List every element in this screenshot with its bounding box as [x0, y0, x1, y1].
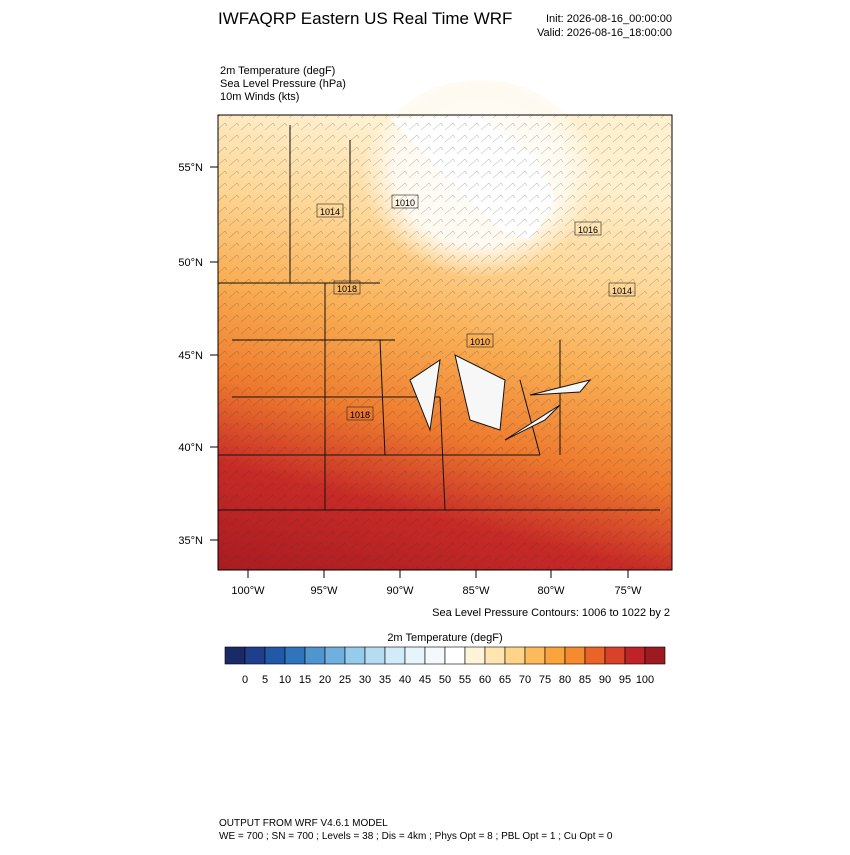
map-frame — [217, 114, 673, 571]
colorbar-label: 65 — [499, 674, 511, 686]
contour-label-box — [333, 280, 361, 295]
lon-label: 80°W — [537, 585, 565, 597]
contour-label: 1018 — [350, 410, 370, 420]
great-lakes — [409, 354, 592, 441]
contour-label-box — [466, 333, 494, 348]
colorbar-label: 20 — [319, 674, 331, 686]
field-label: 2m Temperature (degF) — [220, 65, 335, 77]
colorbar-swatch — [544, 646, 566, 665]
lat-label: 40°N — [178, 442, 203, 454]
contour-label: 1010 — [470, 337, 490, 347]
colorbar-label: 90 — [599, 674, 611, 686]
colorbar-swatch — [604, 646, 626, 665]
colorbar-swatch — [584, 646, 606, 665]
colorbar-label: 70 — [519, 674, 531, 686]
colorbar-label: 5 — [262, 674, 268, 686]
wind-barbs — [218, 115, 672, 570]
lon-label: 85°W — [462, 585, 490, 597]
lon-label: 95°W — [310, 585, 338, 597]
colorbar-label: 95 — [619, 674, 631, 686]
colorbar-label: 100 — [636, 674, 654, 686]
colorbar-label: 10 — [279, 674, 291, 686]
colorbar-swatch — [304, 646, 326, 665]
colorbar-label: 40 — [399, 674, 411, 686]
contour-label-box — [346, 406, 374, 421]
colorbar-label: 35 — [379, 674, 391, 686]
title: IWFAQRP Eastern US Real Time WRF — [218, 9, 512, 28]
colorbar-swatch — [504, 646, 526, 665]
colorbar-label: 0 — [242, 674, 248, 686]
valid-time: Valid: 2026-08-16_18:00:00 — [537, 27, 672, 39]
colorbar-swatch — [324, 646, 346, 665]
footer-line: OUTPUT FROM WRF V4.6.1 MODEL — [219, 818, 388, 829]
contour-label-box — [574, 221, 602, 236]
field-label: 10m Winds (kts) — [220, 91, 299, 103]
lat-label: 35°N — [178, 535, 203, 547]
colorbar-swatch — [644, 646, 666, 665]
lat-label: 45°N — [178, 350, 203, 362]
contour-label-box — [391, 194, 419, 209]
colorbar-swatch — [364, 646, 386, 665]
colorbar-label: 45 — [419, 674, 431, 686]
lon-label: 90°W — [386, 585, 414, 597]
colorbar-swatch — [464, 646, 486, 665]
colorbar-swatch — [524, 646, 546, 665]
boundaries — [218, 125, 660, 511]
lat-label: 55°N — [178, 162, 203, 174]
field-label: Sea Level Pressure (hPa) — [220, 78, 346, 90]
colorbar-label: 55 — [459, 674, 471, 686]
colorbar-swatch — [384, 646, 406, 665]
colorbar-label: 30 — [359, 674, 371, 686]
colorbar-swatch — [444, 646, 466, 665]
colorbar-swatch — [564, 646, 586, 665]
footer-line: WE = 700 ; SN = 700 ; Levels = 38 ; Dis … — [219, 831, 613, 842]
contour-label: 1014 — [612, 286, 632, 296]
colorbar-swatch — [244, 646, 266, 665]
contour-label-box — [608, 282, 636, 297]
colorbar-swatch — [264, 646, 286, 665]
colorbar-label: 85 — [579, 674, 591, 686]
contour-note: Sea Level Pressure Contours: 1006 to 102… — [432, 607, 670, 619]
map: 55°N 50°N 45°N 40°N 35°N 100°W 95°W 90°W 85°W 80°… — [178, 80, 673, 597]
colorbar-swatch — [224, 646, 246, 665]
contour-label: 1016 — [578, 225, 598, 235]
colorbar-label: 50 — [439, 674, 451, 686]
colorbar-swatch — [404, 646, 426, 665]
colorbar-label: 25 — [339, 674, 351, 686]
colorbar-label: 80 — [559, 674, 571, 686]
lon-label: 75°W — [614, 585, 642, 597]
colorbar-title: 2m Temperature (degF) — [387, 632, 502, 644]
contour-label: 1018 — [337, 284, 357, 294]
colorbar-swatch — [284, 646, 306, 665]
colorbar-swatch — [484, 646, 506, 665]
contour-label: 1010 — [395, 198, 415, 208]
colorbar-label: 60 — [479, 674, 491, 686]
colorbar-label: 15 — [299, 674, 311, 686]
colorbar-swatch — [424, 646, 446, 665]
contour-label: 1014 — [320, 207, 340, 217]
lon-label: 100°W — [231, 585, 265, 597]
lat-label: 50°N — [178, 257, 203, 269]
init-time: Init: 2026-08-16_00:00:00 — [546, 13, 672, 25]
contour-label-box — [316, 203, 344, 218]
colorbar-swatch — [624, 646, 646, 665]
colorbar-swatch — [344, 646, 366, 665]
colorbar-label: 75 — [539, 674, 551, 686]
